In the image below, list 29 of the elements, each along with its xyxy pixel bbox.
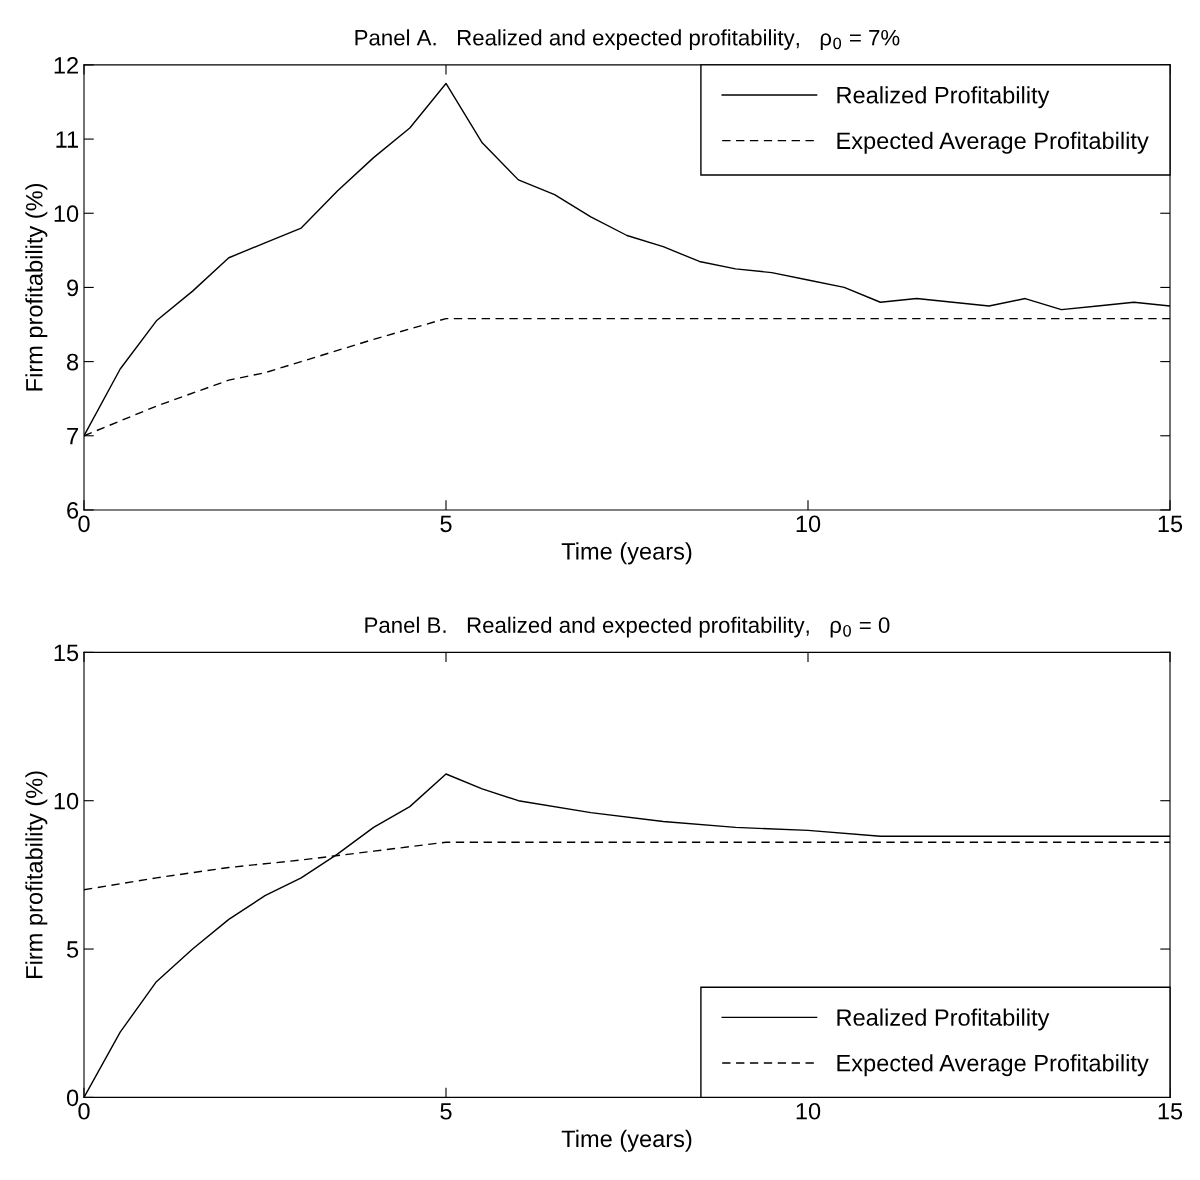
chart-title: Panel B. Realized and expected profitability, ρ$_{0}$ = 0 (365, 616, 890, 638)
x-tick-label: 0 (78, 1102, 90, 1120)
y-tick-label: 9 (67, 279, 79, 297)
y-tick-label: 12 (54, 56, 78, 74)
x-tick-label: 5 (440, 1103, 452, 1120)
y-tick-label: 10 (54, 792, 79, 810)
chart-title: Panel A. Realized and expected profitability, ρ$_{0}$ = 7% (355, 29, 900, 50)
y-tick-label: 11 (56, 131, 78, 148)
y-tick-label: 15 (54, 644, 79, 662)
y-tick-label: 7 (67, 428, 78, 445)
x-tick-label: 0 (78, 515, 90, 533)
x-tick-label: 5 (440, 515, 452, 533)
x-tick-label: 15 (1158, 515, 1183, 533)
legend-label: Realized Profitability (837, 86, 1050, 109)
y-tick-label: 0 (66, 1089, 79, 1107)
legend-label: Expected Average Profitability (837, 131, 1149, 154)
x-tick-label: 15 (1158, 1103, 1183, 1120)
y-axis-title: Firm profitability (%) (25, 771, 48, 978)
y-tick-label: 8 (67, 353, 79, 371)
x-tick-label: 10 (796, 515, 821, 533)
x-tick-label: 10 (796, 1102, 821, 1120)
x-axis-title: Time (years) (561, 542, 692, 565)
legend-label: Expected Average Profitability (837, 1054, 1149, 1077)
y-tick-label: 10 (54, 205, 79, 223)
x-axis-title: Time (years) (561, 1129, 692, 1152)
legend-label: Realized Profitability (837, 1008, 1050, 1031)
y-tick-label: 6 (67, 502, 79, 519)
y-tick-label: 5 (66, 941, 79, 958)
y-axis-title: Firm profitability (%) (25, 183, 48, 391)
